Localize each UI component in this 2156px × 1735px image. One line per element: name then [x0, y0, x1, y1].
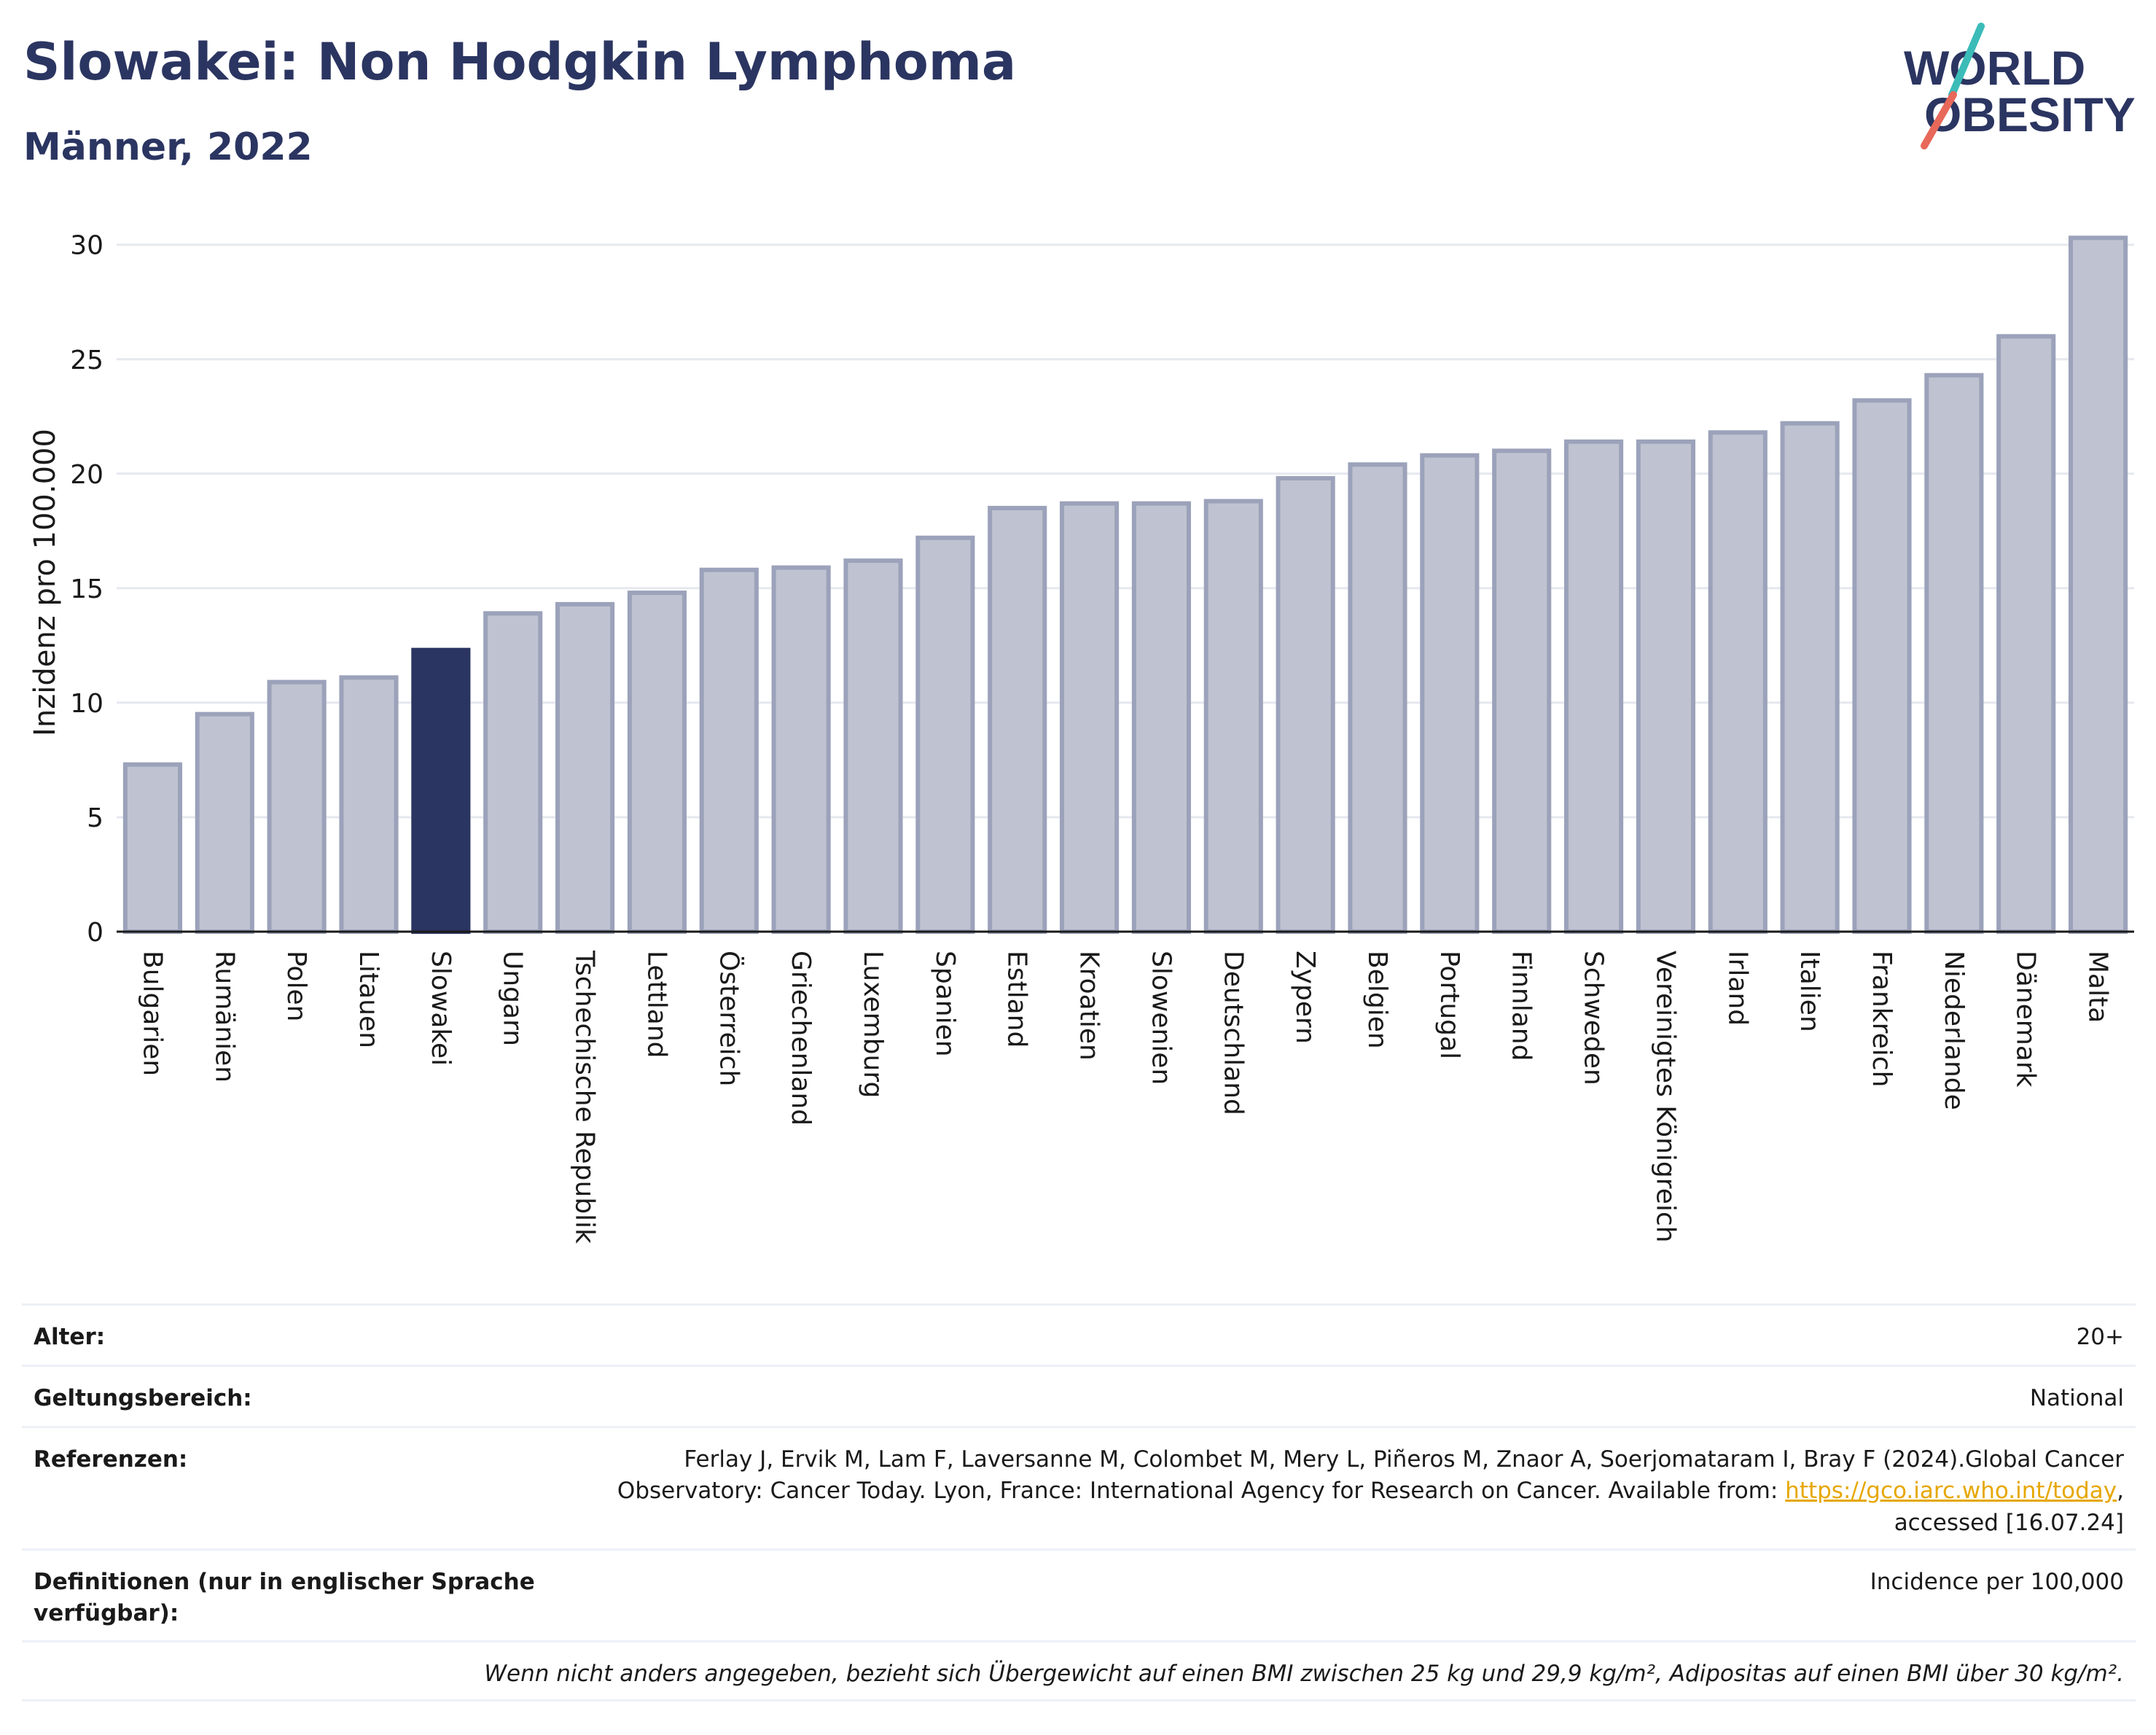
bar-zypern[interactable]: [1276, 476, 1335, 934]
footnote: Wenn nicht anders angegeben, bezieht sic…: [484, 1661, 2124, 1687]
info-row-age: Alter: 20+: [22, 1303, 2136, 1365]
x-tick-labels: Bulgarien Rumänien Polen Litauen Slowakei Ung…: [137, 950, 2112, 1244]
x-tick-label: Portugal: [1434, 951, 1464, 1059]
bar-rumänien[interactable]: [195, 711, 254, 934]
bar-kroatien[interactable]: [1060, 501, 1120, 934]
bar-deutschland[interactable]: [1203, 499, 1263, 934]
bar-irland[interactable]: [1708, 430, 1768, 934]
bar-spanien[interactable]: [915, 535, 975, 934]
bar-estland[interactable]: [988, 505, 1047, 934]
bar-chart: 0 5 10 15 20 25 30 Bulgarien Rumänien Polen Litau…: [28, 231, 2134, 1244]
x-tick-label: Malta: [2083, 951, 2113, 1023]
bar-slowenien[interactable]: [1131, 501, 1191, 934]
y-axis-label: Inzidenz pro 100.000: [28, 429, 62, 736]
x-tick-label: Deutschland: [1218, 951, 1248, 1115]
bar-italien[interactable]: [1780, 421, 1840, 934]
x-tick-label: Slowenien: [1146, 951, 1176, 1085]
x-tick-label: Belgien: [1362, 951, 1392, 1049]
x-tick-label: Schweden: [1579, 951, 1609, 1085]
x-tick-label: Dänemark: [2011, 951, 2041, 1088]
references-value: Ferlay J, Ervik M, Lam F, Laversanne M, …: [617, 1444, 2124, 1548]
info-row-footnote: Wenn nicht anders angegeben, bezieht sic…: [22, 1640, 2136, 1701]
x-tick-label: Ungarn: [498, 951, 528, 1046]
bar-österreich[interactable]: [699, 567, 759, 935]
scope-value: National: [2029, 1385, 2124, 1411]
bar-schweden[interactable]: [1564, 439, 1624, 934]
x-tick-label: Lettland: [641, 951, 671, 1058]
chart-title: Slowakei: Non Hodgkin Lymphoma: [23, 32, 1017, 92]
bar-malta[interactable]: [2069, 235, 2128, 934]
x-tick-label: Vereinigtes Königreich: [1650, 951, 1680, 1243]
references-link-comma: ,: [2117, 1478, 2124, 1505]
references-label: Referenzen:: [34, 1446, 188, 1473]
bar-litauen[interactable]: [339, 675, 399, 934]
y-tick-label: 15: [70, 574, 103, 604]
x-tick-label: Estland: [1002, 951, 1032, 1048]
age-label: Alter:: [34, 1324, 106, 1350]
references-line2: Observatory: Cancer Today. Lyon, France:…: [617, 1475, 2124, 1507]
x-tick-label: Tschechische Republik: [570, 950, 600, 1244]
y-tick-label: 10: [70, 689, 103, 719]
x-tick-label: Spanien: [930, 951, 960, 1057]
x-tick-label: Griechenland: [786, 951, 816, 1126]
references-line2-text: Observatory: Cancer Today. Lyon, France:…: [617, 1478, 1778, 1505]
bar-belgien[interactable]: [1348, 462, 1407, 934]
scope-label: Geltungsbereich:: [34, 1385, 252, 1411]
x-tick-label: Irland: [1722, 951, 1752, 1026]
info-row-definitions: Definitionen (nur in englischer Sprache …: [22, 1548, 2136, 1640]
x-tick-label: Zypern: [1290, 951, 1320, 1044]
bar-niederlande[interactable]: [1924, 373, 1984, 934]
info-table: Alter: 20+ Geltungsbereich: National Ref…: [22, 1303, 2136, 1701]
bar-luxemburg[interactable]: [843, 558, 903, 934]
bar-portugal[interactable]: [1420, 453, 1480, 934]
x-tick-label: Frankreich: [1867, 951, 1897, 1087]
x-tick-label: Kroatien: [1074, 951, 1104, 1061]
logo-line1: WORLD: [1904, 41, 2085, 95]
bar-vereinigtes-königreich[interactable]: [1636, 439, 1695, 934]
bars: [122, 235, 2128, 935]
info-row-references: Referenzen: Ferlay J, Ervik M, Lam F, La…: [22, 1426, 2136, 1548]
bar-polen[interactable]: [267, 679, 327, 935]
bar-ungarn[interactable]: [483, 611, 543, 934]
bar-dänemark[interactable]: [1996, 334, 2056, 935]
bar-griechenland[interactable]: [771, 565, 831, 934]
y-tick-label: 25: [70, 346, 103, 375]
x-tick-label: Polen: [281, 951, 311, 1021]
bar-finnland[interactable]: [1492, 448, 1552, 934]
x-tick-label: Luxemburg: [858, 951, 888, 1098]
info-row-scope: Geltungsbereich: National: [22, 1365, 2136, 1426]
age-value: 20+: [2076, 1324, 2124, 1350]
x-tick-label: Rumänien: [209, 951, 239, 1083]
definitions-value: Incidence per 100,000: [1870, 1569, 2124, 1595]
world-obesity-logo: WORLD OBESITY: [1904, 23, 2136, 149]
y-tick-labels: 0 5 10 15 20 25 30: [70, 231, 103, 948]
references-line3: accessed [16.07.24]: [1894, 1509, 2124, 1536]
references-link[interactable]: https://gco.iarc.who.int/today: [1785, 1478, 2117, 1505]
y-tick-label: 20: [70, 460, 103, 490]
x-tick-label: Österreich: [714, 951, 744, 1086]
chart-subtitle: Männer, 2022: [23, 125, 313, 169]
x-tick-label: Italien: [1794, 951, 1824, 1032]
x-tick-label: Finnland: [1507, 951, 1536, 1061]
x-tick-label: Slowakei: [426, 951, 456, 1066]
definitions-label: Definitionen (nur in englischer Sprache …: [34, 1569, 535, 1627]
x-tick-label: Litauen: [354, 951, 383, 1048]
bar-tschechische-republik[interactable]: [555, 601, 615, 934]
logo-line2: OBESITY: [1924, 87, 2136, 141]
bar-frankreich[interactable]: [1852, 398, 1912, 934]
references-line1: Ferlay J, Ervik M, Lam F, Laversanne M, …: [684, 1446, 2124, 1473]
y-tick-label: 5: [87, 803, 103, 833]
x-tick-label: Bulgarien: [137, 951, 167, 1076]
y-tick-label: 0: [87, 918, 103, 948]
y-tick-label: 30: [70, 231, 103, 261]
x-tick-label: Niederlande: [1939, 951, 1969, 1110]
bar-lettland[interactable]: [627, 590, 687, 934]
bar-bulgarien[interactable]: [122, 762, 182, 935]
logo-slash-red: [1921, 91, 1957, 149]
logo-slash-teal: [1948, 23, 1985, 98]
bar-slowakei[interactable]: [411, 647, 471, 934]
